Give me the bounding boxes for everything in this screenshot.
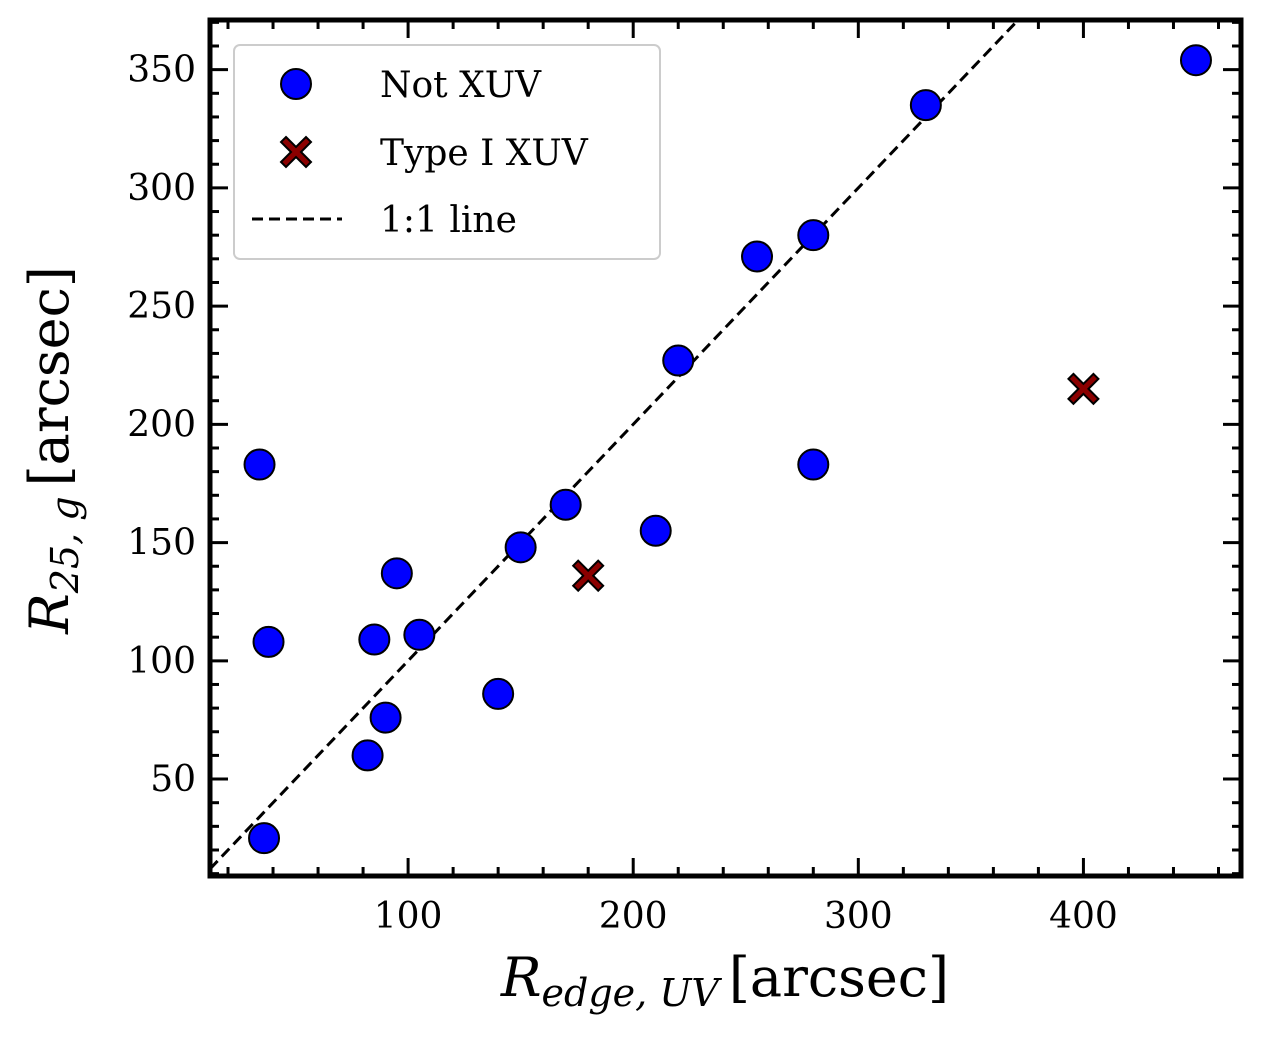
- y-tick-label: 250: [127, 286, 196, 327]
- y-tick-label: 50: [150, 759, 196, 800]
- y-tick-label: 200: [127, 404, 196, 445]
- y-tick-label: 150: [127, 523, 196, 564]
- data-point-not-xuv: [741, 240, 774, 273]
- data-point-not-xuv: [243, 448, 276, 481]
- y-tick-label: 300: [127, 168, 196, 209]
- y-axis-label: R25, g[arcsec]: [18, 266, 87, 635]
- legend-entry-not-xuv: Not XUV: [380, 65, 542, 106]
- data-point-not-xuv: [482, 677, 515, 710]
- data-point-not-xuv: [504, 531, 537, 564]
- data-point-not-xuv: [909, 89, 942, 122]
- data-point-not-xuv: [1179, 44, 1212, 77]
- x-tick-label: 100: [374, 896, 443, 937]
- data-point-not-xuv: [351, 739, 384, 772]
- data-point-type-i-xuv: [1067, 372, 1100, 406]
- legend-marker-x: [279, 135, 313, 169]
- data-point-not-xuv: [369, 701, 402, 734]
- plot-area: [210, 20, 1212, 870]
- legend-box: [233, 44, 661, 260]
- clipped-plot-group: [210, 20, 1212, 870]
- x-tick-label: 200: [599, 896, 668, 937]
- legend: Not XUV Type I XUV 1:1 line: [233, 44, 661, 260]
- data-point-not-xuv: [358, 623, 391, 656]
- data-point-type-i-xuv: [571, 559, 605, 593]
- data-point-not-xuv: [639, 514, 672, 547]
- data-point-not-xuv: [248, 822, 281, 855]
- data-point-not-xuv: [797, 448, 830, 481]
- x-tick-label: 300: [824, 896, 893, 937]
- x-axis-label: Redge, UV [arcsec]: [500, 946, 949, 1015]
- data-point-not-xuv: [403, 618, 436, 651]
- plot-frame: [207, 17, 1244, 879]
- legend-entry-type-i-xuv: Type I XUV: [380, 133, 589, 174]
- data-point-not-xuv: [380, 557, 413, 590]
- x-tick-label: 400: [1049, 896, 1118, 937]
- data-point-not-xuv: [662, 344, 695, 377]
- legend-entry-1-1-line: 1:1 line: [380, 200, 517, 241]
- data-point-not-xuv: [797, 219, 830, 252]
- data-point-not-xuv: [252, 625, 285, 658]
- data-point-not-xuv: [549, 488, 582, 521]
- y-tick-label: 100: [127, 641, 196, 682]
- legend-marker-circle: [280, 68, 312, 100]
- y-tick-label: 350: [127, 50, 196, 91]
